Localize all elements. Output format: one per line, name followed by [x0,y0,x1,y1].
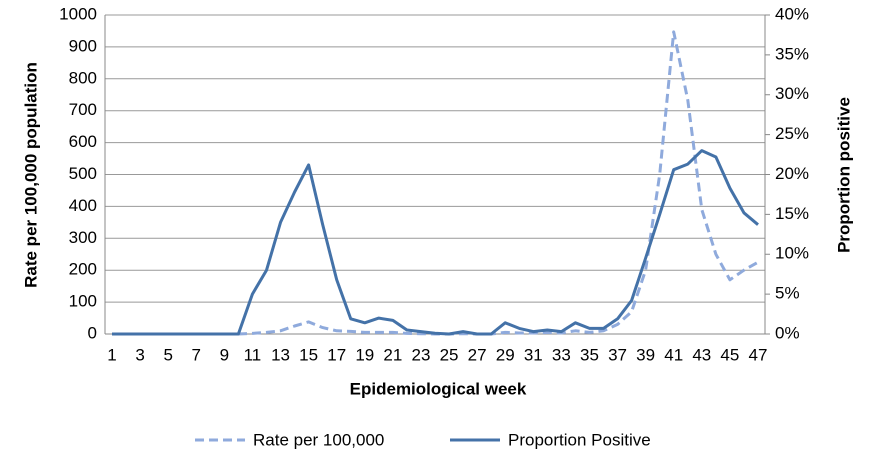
y2-tick-label: 15% [775,204,809,223]
x-tick-label: 13 [271,345,290,364]
y-tick-label: 100 [69,292,97,311]
x-tick-label: 9 [220,345,229,364]
x-tick-label: 17 [327,345,346,364]
x-tick-label: 39 [636,345,655,364]
x-tick-label: 1 [107,345,116,364]
series-line [112,149,759,336]
legend-label: Rate per 100,000 [253,430,384,449]
x-axis-title: Epidemiological week [350,379,527,398]
y-tick-label: 200 [69,260,97,279]
y-tick-label: 800 [69,68,97,87]
y-tick-label: 900 [69,36,97,55]
x-tick-label: 31 [524,345,543,364]
x-tick-label: 45 [720,345,739,364]
y-tick-label: 700 [69,100,97,119]
y2-tick-label: 40% [775,4,809,23]
x-tick-label: 21 [383,345,402,364]
series-line [112,30,759,336]
x-tick-label: 15 [299,345,318,364]
x-tick-label: 3 [135,345,144,364]
x-tick-label: 23 [411,345,430,364]
x-tick-label: 7 [192,345,201,364]
x-tick-label: 5 [163,345,172,364]
x-tick-label: 37 [608,345,627,364]
y-axis-title: Rate per 100,000 population [21,62,40,288]
x-tick-label: 25 [440,345,459,364]
x-tick-label: 43 [692,345,711,364]
y2-tick-label: 25% [775,124,809,143]
x-tick-label: 27 [468,345,487,364]
y2-tick-label: 35% [775,44,809,63]
x-tick-label: 33 [552,345,571,364]
y-tick-label: 500 [69,164,97,183]
x-tick-label: 19 [355,345,374,364]
y2-axis-title: Proportion positive [834,97,853,253]
x-tick-label: 11 [244,345,262,364]
x-tick-label: 41 [664,345,683,364]
y2-tick-label: 30% [775,84,809,103]
y2-tick-label: 10% [775,244,809,263]
x-tick-label: 29 [496,345,515,364]
x-tick-label: 47 [749,345,768,364]
x-tick-label: 35 [580,345,599,364]
y-tick-label: 400 [69,196,97,215]
y2-tick-label: 0% [775,323,800,342]
y-tick-label: 300 [69,228,97,247]
legend-label: Proportion Positive [508,430,651,449]
y2-tick-label: 20% [775,164,809,183]
y-tick-label: 0 [88,323,97,342]
y-tick-label: 600 [69,132,97,151]
y2-tick-label: 5% [775,284,800,303]
y-tick-label: 1000 [59,4,97,23]
